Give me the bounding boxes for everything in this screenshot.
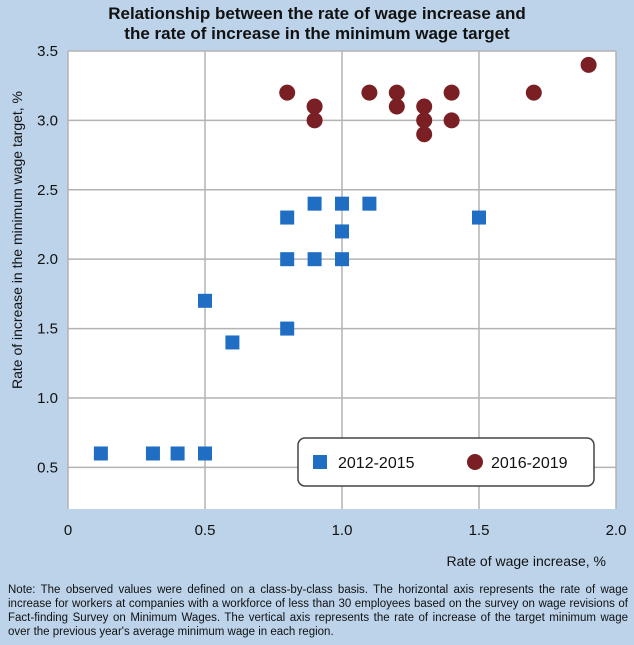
legend-marker-2016-2019 bbox=[467, 454, 483, 470]
data-point-2016-2019 bbox=[525, 84, 542, 101]
x-tick-labels: 0 0.5 1.0 1.5 2.0 bbox=[64, 522, 627, 539]
chart-title-line-1: Relationship between the rate of wage in… bbox=[108, 4, 526, 23]
data-point-2016-2019 bbox=[306, 98, 323, 115]
data-point-2012-2015 bbox=[225, 335, 240, 350]
data-point-2012-2015 bbox=[307, 196, 322, 211]
data-point-2012-2015 bbox=[145, 446, 160, 461]
data-point-2016-2019 bbox=[388, 84, 405, 101]
data-point-2012-2015 bbox=[93, 446, 108, 461]
data-point-2016-2019 bbox=[416, 126, 433, 143]
y-tick-label: 3.5 bbox=[37, 43, 58, 60]
series-2012-2015 bbox=[93, 196, 486, 461]
data-point-2016-2019 bbox=[443, 84, 460, 101]
y-axis-label: Rate of increase in the minimum wage tar… bbox=[9, 91, 25, 389]
x-tick-label: 0.5 bbox=[195, 522, 216, 539]
data-point-2016-2019 bbox=[416, 112, 433, 129]
data-point-2012-2015 bbox=[280, 210, 295, 225]
data-point-2016-2019 bbox=[416, 98, 433, 115]
y-tick-label: 2.0 bbox=[37, 251, 58, 268]
legend-box bbox=[297, 437, 595, 487]
x-tick-label: 0 bbox=[64, 522, 72, 539]
series-2016-2019 bbox=[279, 56, 597, 143]
x-tick-label: 2.0 bbox=[606, 522, 627, 539]
grid-lines bbox=[67, 50, 617, 509]
y-tick-labels: 0.5 1.0 1.5 2.0 2.5 3.0 3.5 bbox=[37, 43, 58, 476]
data-points bbox=[93, 56, 597, 461]
x-axis-label: Rate of wage increase, % bbox=[446, 553, 606, 569]
data-point-2016-2019 bbox=[388, 98, 405, 115]
legend-marker-2012-2015 bbox=[313, 455, 327, 469]
data-point-2016-2019 bbox=[443, 112, 460, 129]
data-point-2012-2015 bbox=[362, 196, 377, 211]
data-point-2012-2015 bbox=[472, 210, 486, 225]
y-tick-label: 2.5 bbox=[37, 182, 58, 199]
data-point-2012-2015 bbox=[335, 224, 349, 239]
y-tick-label: 0.5 bbox=[37, 459, 58, 476]
y-tick-label: 1.0 bbox=[37, 390, 58, 407]
data-point-2012-2015 bbox=[307, 252, 322, 267]
x-tick-label: 1.5 bbox=[469, 522, 490, 539]
data-point-2012-2015 bbox=[335, 196, 349, 211]
data-point-2012-2015 bbox=[198, 446, 212, 461]
data-point-2012-2015 bbox=[170, 446, 185, 461]
legend-label-2016-2019: 2016-2019 bbox=[491, 455, 568, 472]
chart-title-line-2: the rate of increase in the minimum wage… bbox=[124, 24, 510, 43]
scatter-chart: 0 0.5 1.0 1.5 2.0 0.5 1.0 1.5 2.0 2.5 3.0 3.5 Rate… bbox=[9, 43, 627, 569]
x-tick-label: 1.0 bbox=[332, 522, 353, 539]
data-point-2012-2015 bbox=[280, 252, 295, 267]
data-point-2012-2015 bbox=[280, 321, 295, 336]
legend-label-2012-2015: 2012-2015 bbox=[338, 455, 415, 472]
data-point-2016-2019 bbox=[279, 84, 296, 101]
data-point-2012-2015 bbox=[335, 252, 349, 267]
chart-title: Relationship between the rate of wage in… bbox=[0, 4, 634, 44]
y-tick-label: 1.5 bbox=[37, 321, 58, 338]
legend: 2012-2015 2016-2019 bbox=[297, 437, 595, 487]
data-point-2016-2019 bbox=[580, 56, 597, 73]
y-tick-label: 3.0 bbox=[37, 112, 58, 129]
data-point-2012-2015 bbox=[198, 293, 212, 308]
data-point-2016-2019 bbox=[361, 84, 378, 101]
chart-note: Note: The observed values were defined o… bbox=[8, 584, 628, 638]
data-point-2016-2019 bbox=[306, 112, 323, 129]
